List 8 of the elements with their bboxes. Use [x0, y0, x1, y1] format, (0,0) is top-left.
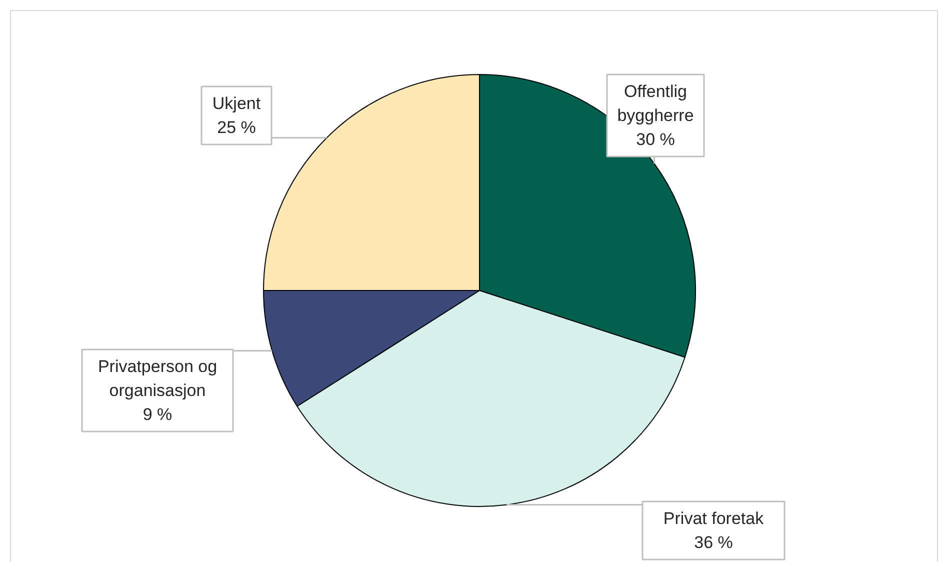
data-label: 25 %: [217, 118, 256, 137]
slice-label: Privat foretak: [663, 509, 764, 528]
data-label: 30 %: [636, 130, 675, 149]
slice-label: Offentlig byggherre: [617, 82, 694, 125]
data-label: 9 %: [142, 405, 172, 424]
data-label: 36 %: [694, 533, 733, 552]
slice-label: Ukjent: [212, 94, 261, 113]
slice-label: Privatperson og organisasjon: [98, 357, 218, 400]
